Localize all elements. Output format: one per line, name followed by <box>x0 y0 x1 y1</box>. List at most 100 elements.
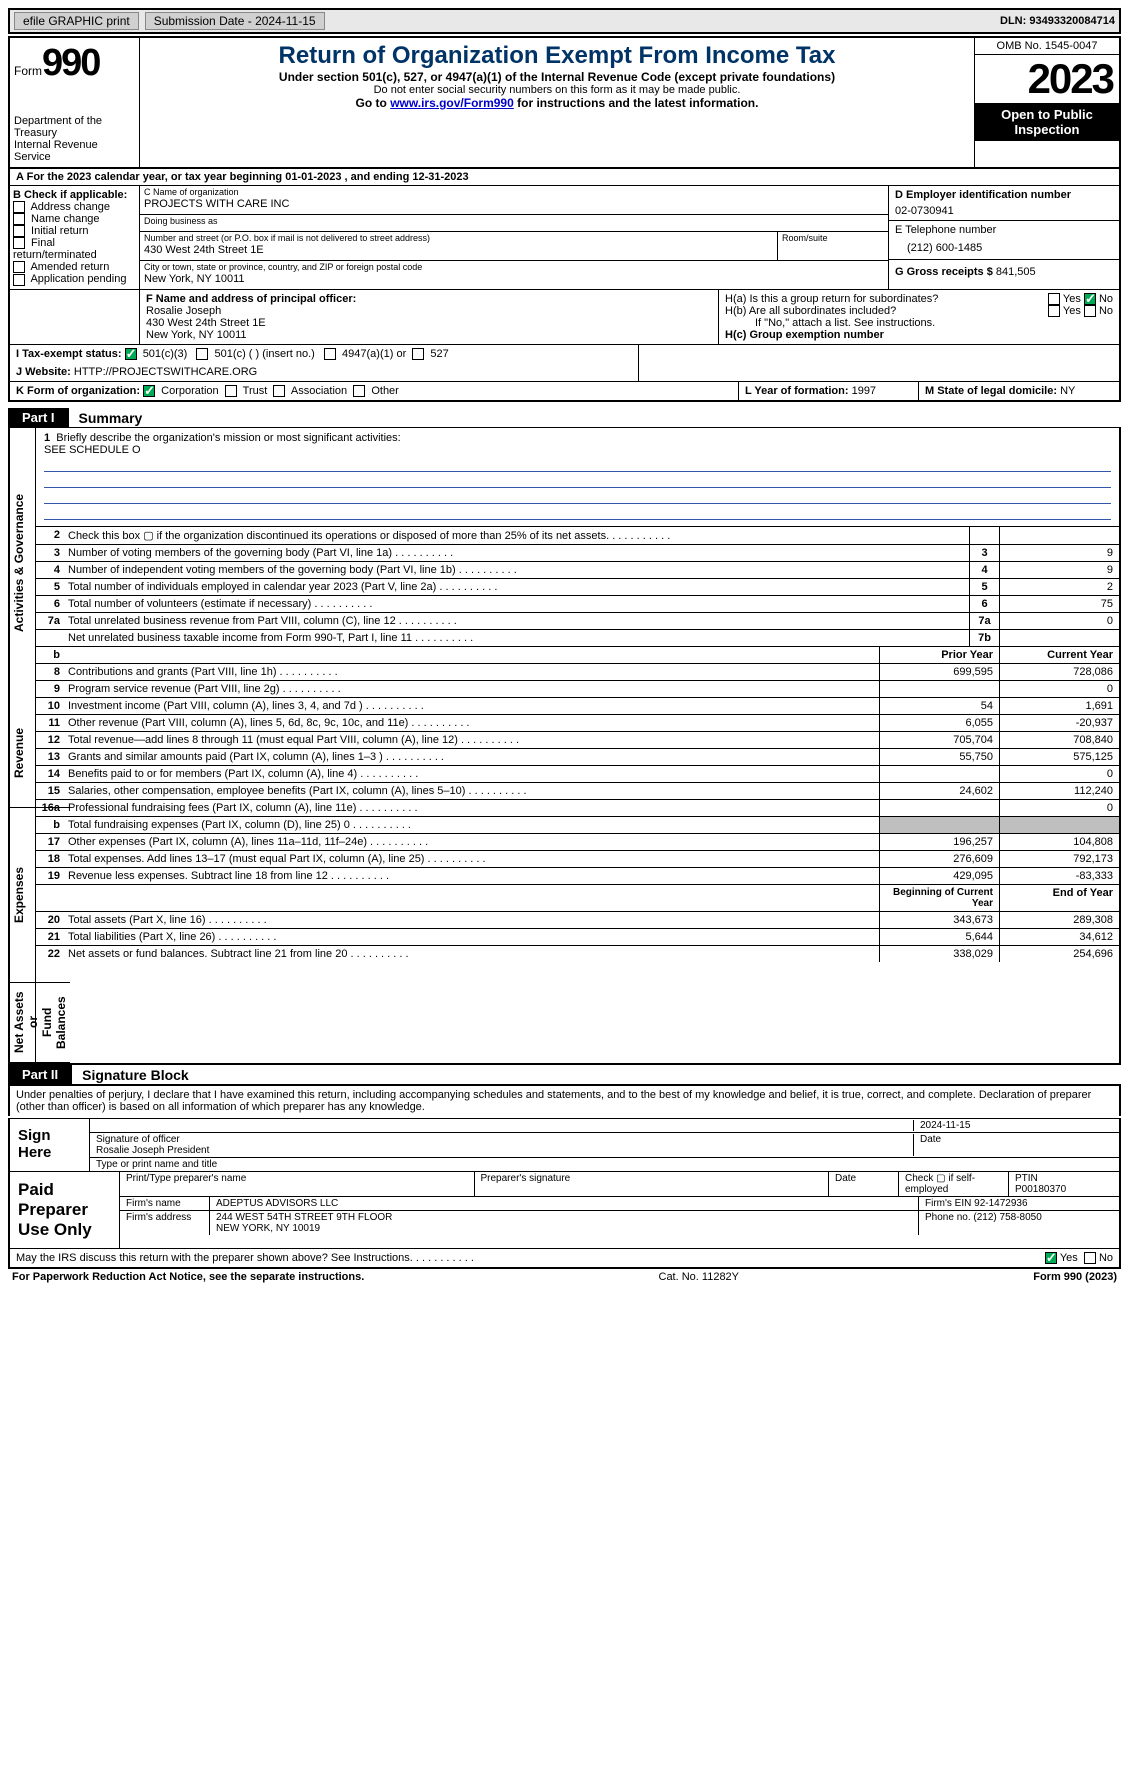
prior-val <box>879 766 999 782</box>
table-row: 13 Grants and similar amounts paid (Part… <box>36 748 1119 765</box>
discuss-text: May the IRS discuss this return with the… <box>16 1252 413 1264</box>
current-val: -83,333 <box>999 868 1119 884</box>
gov-linelab: 4 <box>969 562 999 578</box>
type-name-label: Type or print name and title <box>96 1159 913 1170</box>
tax-period-row: A For the 2023 calendar year, or tax yea… <box>8 169 1121 186</box>
section-b-option: Initial return <box>13 225 136 237</box>
gov-desc: Number of independent voting members of … <box>64 562 969 578</box>
prior-val: 54 <box>879 698 999 714</box>
section-b-option: Final return/terminated <box>13 237 136 261</box>
mission-block: 1 Briefly describe the organization's mi… <box>36 428 1119 526</box>
b-opt-checkbox-1[interactable] <box>13 213 25 225</box>
other-checkbox[interactable] <box>353 385 365 397</box>
firm-phone: Phone no. (212) 758-8050 <box>919 1211 1119 1235</box>
room-label: Room/suite <box>778 232 888 244</box>
527-label: 527 <box>430 348 448 360</box>
table-row: 16a Professional fundraising fees (Part … <box>36 799 1119 816</box>
state-domicile-value: NY <box>1060 385 1075 397</box>
section-f: F Name and address of principal officer:… <box>140 290 719 344</box>
ha-no-label: No <box>1099 293 1113 305</box>
corp-checkbox[interactable] <box>143 385 155 397</box>
tax-period-text: For the 2023 calendar year, or tax year … <box>27 171 469 183</box>
hc-label: H(c) Group exemption number <box>725 329 1113 341</box>
4947-checkbox[interactable] <box>324 348 336 360</box>
row-desc: Total expenses. Add lines 13–17 (must eq… <box>64 851 879 867</box>
trust-label: Trust <box>243 385 268 397</box>
b-opt-checkbox-0[interactable] <box>13 201 25 213</box>
527-checkbox[interactable] <box>412 348 424 360</box>
irs-link[interactable]: www.irs.gov/Form990 <box>390 96 514 110</box>
prior-val: 6,055 <box>879 715 999 731</box>
org-name-label: C Name of organization <box>140 186 888 198</box>
firm-name-label: Firm's name <box>120 1197 210 1210</box>
submission-date-button[interactable]: Submission Date - 2024-11-15 <box>145 12 325 30</box>
street-label: Number and street (or P.O. box if mail i… <box>140 232 777 244</box>
assoc-checkbox[interactable] <box>273 385 285 397</box>
paid-preparer-label: Paid Preparer Use Only <box>10 1172 120 1248</box>
trust-checkbox[interactable] <box>225 385 237 397</box>
firm-ein: Firm's EIN 92-1472936 <box>919 1197 1119 1210</box>
gov-row: 5 Total number of individuals employed i… <box>36 578 1119 595</box>
section-b-option: Name change <box>13 213 136 225</box>
ha-yes-checkbox[interactable] <box>1048 293 1060 305</box>
return-title: Return of Organization Exempt From Incom… <box>144 42 970 70</box>
prior-val: 338,029 <box>879 946 999 962</box>
expenses-label: Expenses <box>10 808 70 983</box>
b-opt-checkbox-3[interactable] <box>13 237 25 249</box>
b-opt-checkbox-2[interactable] <box>13 225 25 237</box>
b-opt-checkbox-5[interactable] <box>13 274 25 286</box>
current-val: 254,696 <box>999 946 1119 962</box>
website-label: J Website: <box>16 366 71 378</box>
officer-addr1: 430 West 24th Street 1E <box>146 317 712 329</box>
prior-val: 699,595 <box>879 664 999 680</box>
signature-block: Sign Here 2024-11-15 Signature of office… <box>8 1118 1121 1269</box>
begin-year-header: Beginning of Current Year <box>879 885 999 911</box>
501c-checkbox[interactable] <box>196 348 208 360</box>
section-b-option: Application pending <box>13 273 136 285</box>
dba-label: Doing business as <box>140 215 888 227</box>
efile-print-button[interactable]: efile GRAPHIC print <box>14 12 139 30</box>
revenue-label: Revenue <box>10 698 70 808</box>
part1-title: Summary <box>79 410 143 426</box>
preparer-row3: Firm's address 244 WEST 54TH STREET 9TH … <box>120 1211 1119 1235</box>
gov-val: 9 <box>999 562 1119 578</box>
discuss-no-checkbox[interactable] <box>1084 1252 1096 1264</box>
netassets-label: Net Assets or Fund Balances <box>10 983 70 1063</box>
current-val: 1,691 <box>999 698 1119 714</box>
gov-linelab <box>969 527 999 544</box>
ha-yes-label: Yes <box>1063 293 1081 305</box>
na-header-row: Beginning of Current Year End of Year <box>36 884 1119 911</box>
hb-yes-checkbox[interactable] <box>1048 305 1060 317</box>
table-row: 14 Benefits paid to or for members (Part… <box>36 765 1119 782</box>
table-row: 22 Net assets or fund balances. Subtract… <box>36 945 1119 962</box>
current-val: 34,612 <box>999 929 1119 945</box>
prior-year-header: Prior Year <box>879 647 999 663</box>
form-num-990: 990 <box>42 42 99 84</box>
prior-val: 276,609 <box>879 851 999 867</box>
year-formation-value: 1997 <box>852 385 876 397</box>
prior-val: 24,602 <box>879 783 999 799</box>
row-desc: Total liabilities (Part X, line 26) <box>64 929 879 945</box>
part1-tag: Part I <box>8 408 69 427</box>
b-opt-checkbox-4[interactable] <box>13 261 25 273</box>
ha-no-checkbox[interactable] <box>1084 293 1096 305</box>
return-subtitle: Under section 501(c), 527, or 4947(a)(1)… <box>144 70 970 84</box>
501c3-checkbox[interactable] <box>125 348 137 360</box>
gov-val <box>999 630 1119 646</box>
discuss-yes-checkbox[interactable] <box>1045 1252 1057 1264</box>
gov-row: Net unrelated business taxable income fr… <box>36 629 1119 646</box>
ha-label: H(a) Is this a group return for subordin… <box>725 293 938 305</box>
section-d: D Employer identification number 02-0730… <box>889 186 1119 289</box>
current-val: 708,840 <box>999 732 1119 748</box>
city-label: City or town, state or province, country… <box>140 261 888 273</box>
gov-linelab: 7b <box>969 630 999 646</box>
prior-val <box>879 681 999 697</box>
form-number: Form990 <box>14 42 135 85</box>
form-footer: Form 990 (2023) <box>1033 1271 1117 1283</box>
ein-label: D Employer identification number <box>895 189 1113 201</box>
row-desc: Contributions and grants (Part VIII, lin… <box>64 664 879 680</box>
org-info-block: B Check if applicable: Address change Na… <box>8 186 1121 290</box>
table-row: 8 Contributions and grants (Part VIII, l… <box>36 663 1119 680</box>
row-i: I Tax-exempt status: 501(c)(3) 501(c) ( … <box>10 345 639 381</box>
table-row: 18 Total expenses. Add lines 13–17 (must… <box>36 850 1119 867</box>
